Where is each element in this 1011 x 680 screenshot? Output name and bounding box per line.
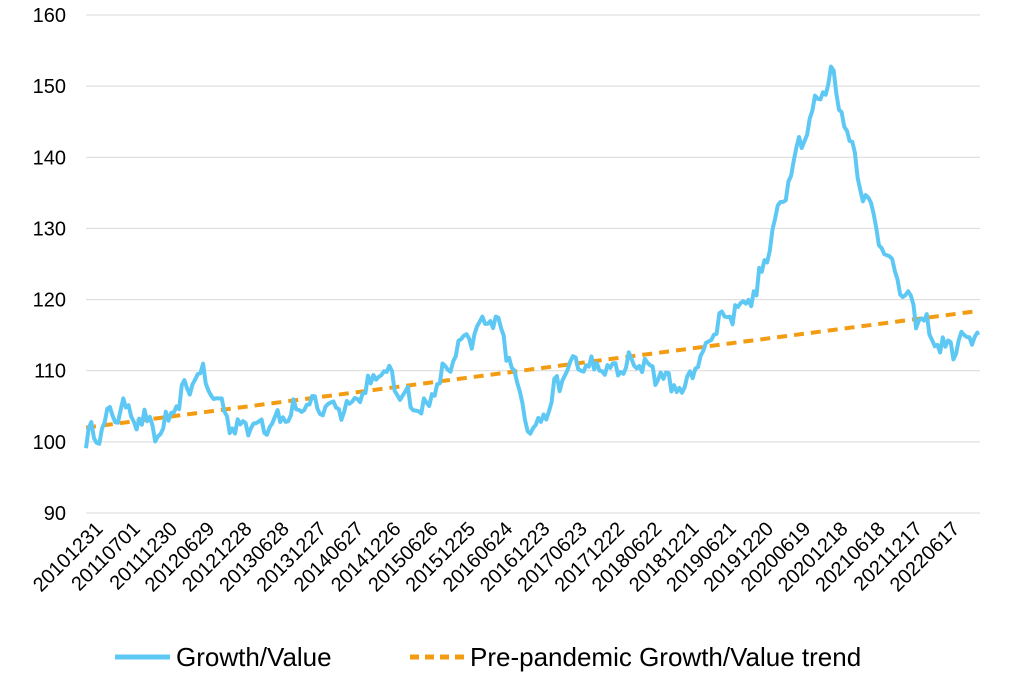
y-tick-label: 160 — [33, 5, 66, 27]
y-tick-label: 120 — [33, 290, 66, 312]
series-line-growth-value — [84, 64, 980, 449]
y-tick-label: 100 — [33, 432, 66, 454]
y-axis-ticks: 90 100 110 120 130 140 150 160 — [33, 5, 66, 525]
x-axis-ticks: 2010123120110701201112302012062920121228… — [29, 518, 964, 596]
series-line-pre-pandemic-trend — [85, 309, 979, 430]
series-lines — [84, 64, 980, 449]
y-tick-label: 140 — [33, 147, 66, 169]
legend: Growth/Value Pre-pandemic Growth/Value t… — [115, 642, 861, 672]
y-tick-label: 150 — [33, 76, 66, 98]
y-tick-label: 90 — [44, 503, 66, 525]
y-tick-label: 130 — [33, 218, 66, 240]
gridlines — [86, 14, 980, 514]
y-tick-label: 110 — [34, 361, 66, 383]
legend-label-growth-value: Growth/Value — [176, 642, 332, 672]
legend-label-trend: Pre-pandemic Growth/Value trend — [470, 642, 861, 672]
